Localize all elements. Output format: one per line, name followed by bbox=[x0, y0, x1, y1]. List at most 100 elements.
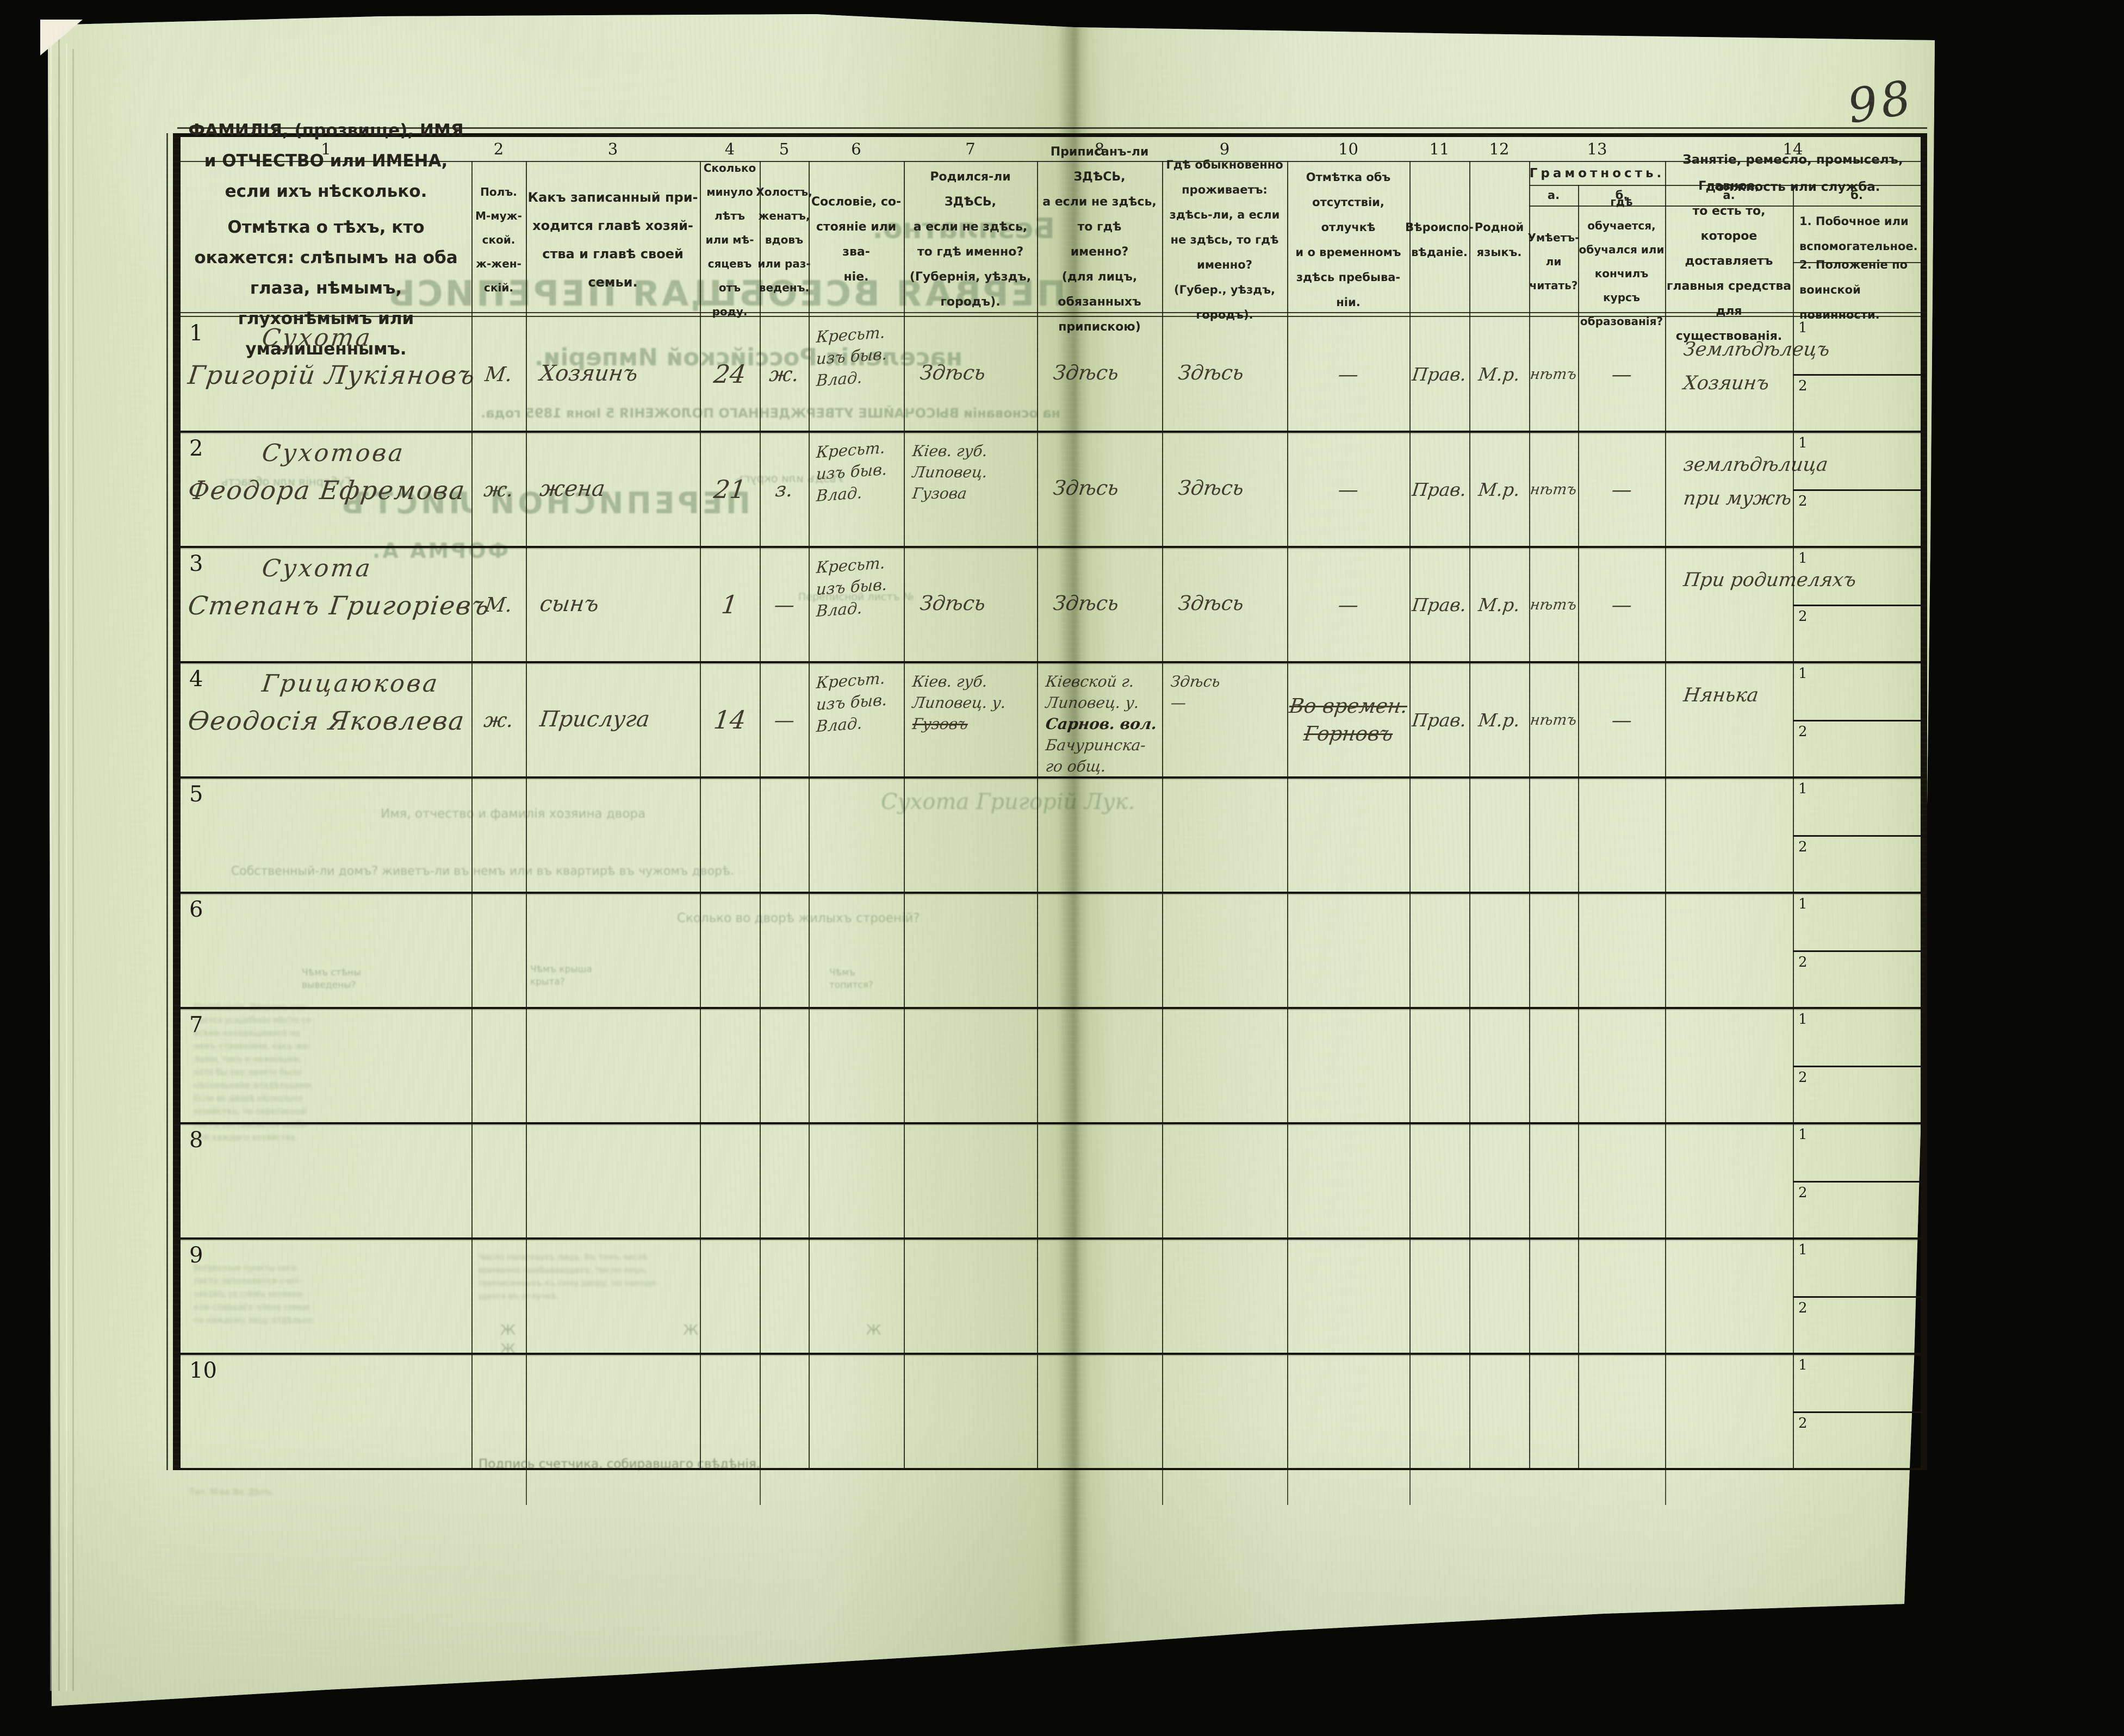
cell-literacy_read bbox=[1529, 779, 1578, 892]
grid-line bbox=[1469, 1124, 1470, 1237]
grid-line bbox=[471, 779, 473, 892]
grid-line bbox=[809, 433, 810, 546]
cell-faith bbox=[1409, 1355, 1469, 1468]
cell-registered bbox=[1037, 1240, 1162, 1353]
cell-estate bbox=[809, 1124, 904, 1237]
cell-born: Кіев. губ. Липовец. Гузова bbox=[904, 433, 1037, 546]
grid-line bbox=[1578, 779, 1579, 892]
header-col8-registration: Приписанъ-ли ЗДѢСЬ, а если не здѣсь, то … bbox=[1042, 145, 1157, 334]
cell-language bbox=[1469, 1355, 1529, 1468]
cell-marital bbox=[760, 1355, 809, 1468]
hw-entry: Прав. bbox=[1411, 594, 1468, 615]
aux-subcell-secondary: 1 bbox=[1793, 894, 1921, 950]
cell-language: М.р. bbox=[1469, 663, 1529, 776]
table-row: 3 Сухота Степанъ Григоріевъ М. сынъ 1 — Кресьт.… bbox=[181, 548, 1921, 663]
hw-entry: Здѣсь bbox=[918, 592, 987, 615]
grid-line bbox=[1793, 1124, 1794, 1237]
header-col13a-letter: а. bbox=[1547, 189, 1560, 202]
grid-line bbox=[904, 663, 905, 776]
hw-entry: Кіев. губ. bbox=[911, 442, 989, 460]
grid-line bbox=[526, 1124, 527, 1237]
cell-name: 5 bbox=[181, 779, 471, 892]
grid-line bbox=[1793, 663, 1794, 776]
grid-line bbox=[904, 1355, 905, 1468]
hw-entry: Прав. bbox=[1411, 363, 1468, 385]
grid-line bbox=[526, 433, 527, 546]
grid-line bbox=[1409, 161, 1411, 318]
grid-line bbox=[760, 1124, 761, 1237]
hw-entry: — bbox=[1169, 694, 1188, 712]
grid-line bbox=[1529, 779, 1530, 892]
cell-registered: Здѣсь bbox=[1037, 318, 1162, 431]
grid-line bbox=[1287, 663, 1288, 776]
grid-line-stub bbox=[1287, 1469, 1288, 1505]
cell-estate bbox=[809, 894, 904, 1007]
row-number: 4 bbox=[189, 667, 203, 692]
grid-line bbox=[1578, 1009, 1579, 1122]
cell-born: Здѣсь bbox=[904, 318, 1037, 431]
grid-line bbox=[1469, 779, 1470, 892]
aux-subcell-military: 2 bbox=[1793, 720, 1921, 778]
header-col9-residence: Гдѣ обыкновенно проживаетъ: здѣсь-ли, а … bbox=[1166, 158, 1283, 321]
grid-line bbox=[700, 433, 701, 546]
header-col1-note: Отмѣтка о тѣхъ, кто окажется: слѣпымъ на… bbox=[194, 217, 458, 359]
hw-entry: — bbox=[1337, 362, 1360, 386]
grid-line bbox=[1529, 1355, 1530, 1468]
cell-language: М.р. bbox=[1469, 548, 1529, 661]
hw-entry: Сарнов. вол. bbox=[1044, 715, 1158, 733]
cell-age: 14 bbox=[700, 663, 760, 776]
cell-name: 10 bbox=[181, 1355, 471, 1468]
grid-line bbox=[904, 1240, 905, 1353]
row-number: 10 bbox=[189, 1358, 217, 1383]
grid-line bbox=[1529, 548, 1530, 661]
col-number: 10 bbox=[1338, 140, 1358, 158]
grid-line bbox=[1793, 1240, 1794, 1353]
grid-line bbox=[1409, 433, 1411, 546]
aux-subcell-label: 2 bbox=[1798, 954, 1808, 970]
hw-entry: Кіев. губ. bbox=[911, 673, 989, 690]
grid-line bbox=[1578, 663, 1579, 776]
cell-relation: Хозяинъ bbox=[526, 318, 700, 431]
cell-occupation: При родителяхъ bbox=[1665, 548, 1858, 661]
hw-entry: нѣтъ bbox=[1529, 481, 1578, 498]
grid-line bbox=[1162, 1240, 1163, 1353]
header-col1: ФАМИЛІЯ, (прозвище), ИМЯ и ОТЧЕСТВО или … bbox=[181, 121, 471, 359]
row-number: 9 bbox=[189, 1243, 203, 1268]
cell-marital bbox=[760, 1009, 809, 1122]
aux-subcell-label: 1 bbox=[1798, 1011, 1808, 1028]
aux-subcell-secondary: 1 bbox=[1793, 1240, 1921, 1296]
grid-line bbox=[1578, 894, 1579, 1007]
grid-line bbox=[1409, 318, 1411, 431]
aux-subcell-label: 1 bbox=[1798, 550, 1808, 567]
header-col11-religion: Вѣроиспо- вѣданіе. bbox=[1405, 221, 1474, 259]
hw-entry: Здѣсь bbox=[1052, 361, 1120, 384]
grid-line bbox=[1665, 433, 1666, 546]
table-rows: 1 Сухота Григорій Лукіяновъ М. Хозяинъ 24 ж. Кр… bbox=[181, 318, 1921, 1468]
cell-relation bbox=[526, 1355, 700, 1468]
hw-entry: — bbox=[1337, 477, 1360, 501]
grid-line bbox=[1793, 894, 1794, 1007]
col-number: 12 bbox=[1489, 140, 1510, 158]
grid-line bbox=[1793, 262, 1921, 263]
cell-occupation bbox=[1665, 894, 1793, 1007]
header-col13-literacy-title: Грамотность. bbox=[1529, 166, 1665, 181]
cell-marital: — bbox=[760, 663, 809, 776]
aux-subcell-label: 1 bbox=[1798, 896, 1808, 912]
grid-line-stub bbox=[1162, 1469, 1163, 1505]
hw-given-name: Ѳеодосія Яковлева bbox=[186, 706, 467, 736]
grid-line bbox=[700, 548, 701, 661]
cell-occupation: землѣдѣлица при мужѣ bbox=[1665, 433, 1829, 546]
col-number: 6 bbox=[851, 140, 861, 158]
census-table: 1 2 3 4 5 6 7 8 9 10 11 12 13 14 ФАМИЛІЯ… bbox=[166, 121, 1927, 1470]
cell-age: 1 bbox=[700, 548, 760, 661]
cell-occupation bbox=[1665, 1009, 1793, 1122]
grid-line bbox=[526, 1240, 527, 1353]
cell-literacy_edu: — bbox=[1578, 433, 1665, 546]
grid-line bbox=[700, 1355, 701, 1468]
